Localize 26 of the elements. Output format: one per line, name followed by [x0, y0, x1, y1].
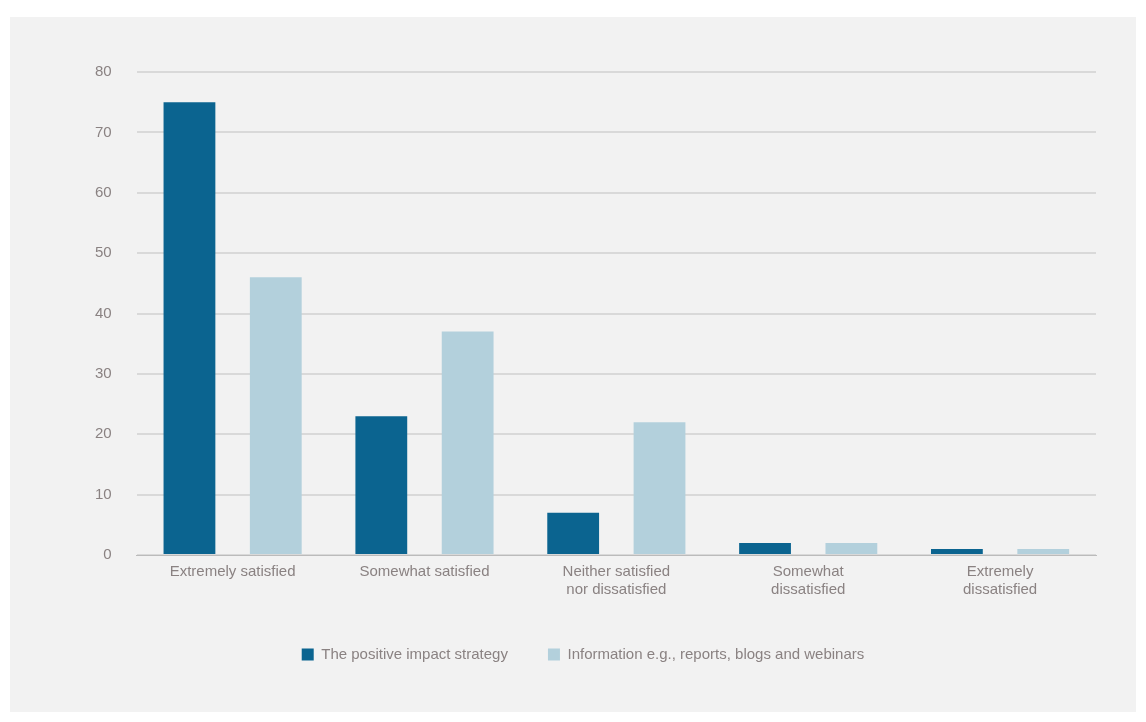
legend-label: The positive impact strategy [321, 644, 509, 662]
bar [825, 542, 878, 554]
y-tick-label: 40 [95, 303, 112, 321]
bar [547, 512, 600, 554]
y-tick-label: 0 [103, 545, 112, 563]
bar [633, 422, 686, 554]
x-tick-label: Extremely satisfied [169, 562, 296, 580]
y-tick-label: 20 [95, 424, 112, 442]
y-tick-label: 80 [95, 62, 112, 80]
bar [931, 548, 983, 554]
x-tick-label: Neither satisfied nor dissatisfied [562, 562, 671, 598]
y-tick-label: 10 [95, 484, 112, 502]
bar [739, 542, 791, 554]
x-tick-label: Somewhat satisfied [359, 562, 490, 580]
bar [163, 102, 216, 554]
x-tick-label: Extremely dissatisfied [962, 562, 1038, 598]
y-tick-label: 60 [95, 182, 112, 200]
bar [441, 331, 494, 554]
y-tick-label: 50 [95, 243, 112, 261]
legend-label: Information e.g., reports, blogs and webinars [567, 644, 865, 662]
x-tick-label: Somewhat dissatisfied [771, 562, 846, 598]
y-tick-label: 70 [95, 122, 112, 140]
y-tick-label: 30 [95, 364, 112, 382]
bar [1017, 548, 1070, 554]
bar [249, 277, 302, 554]
bar [355, 416, 408, 554]
